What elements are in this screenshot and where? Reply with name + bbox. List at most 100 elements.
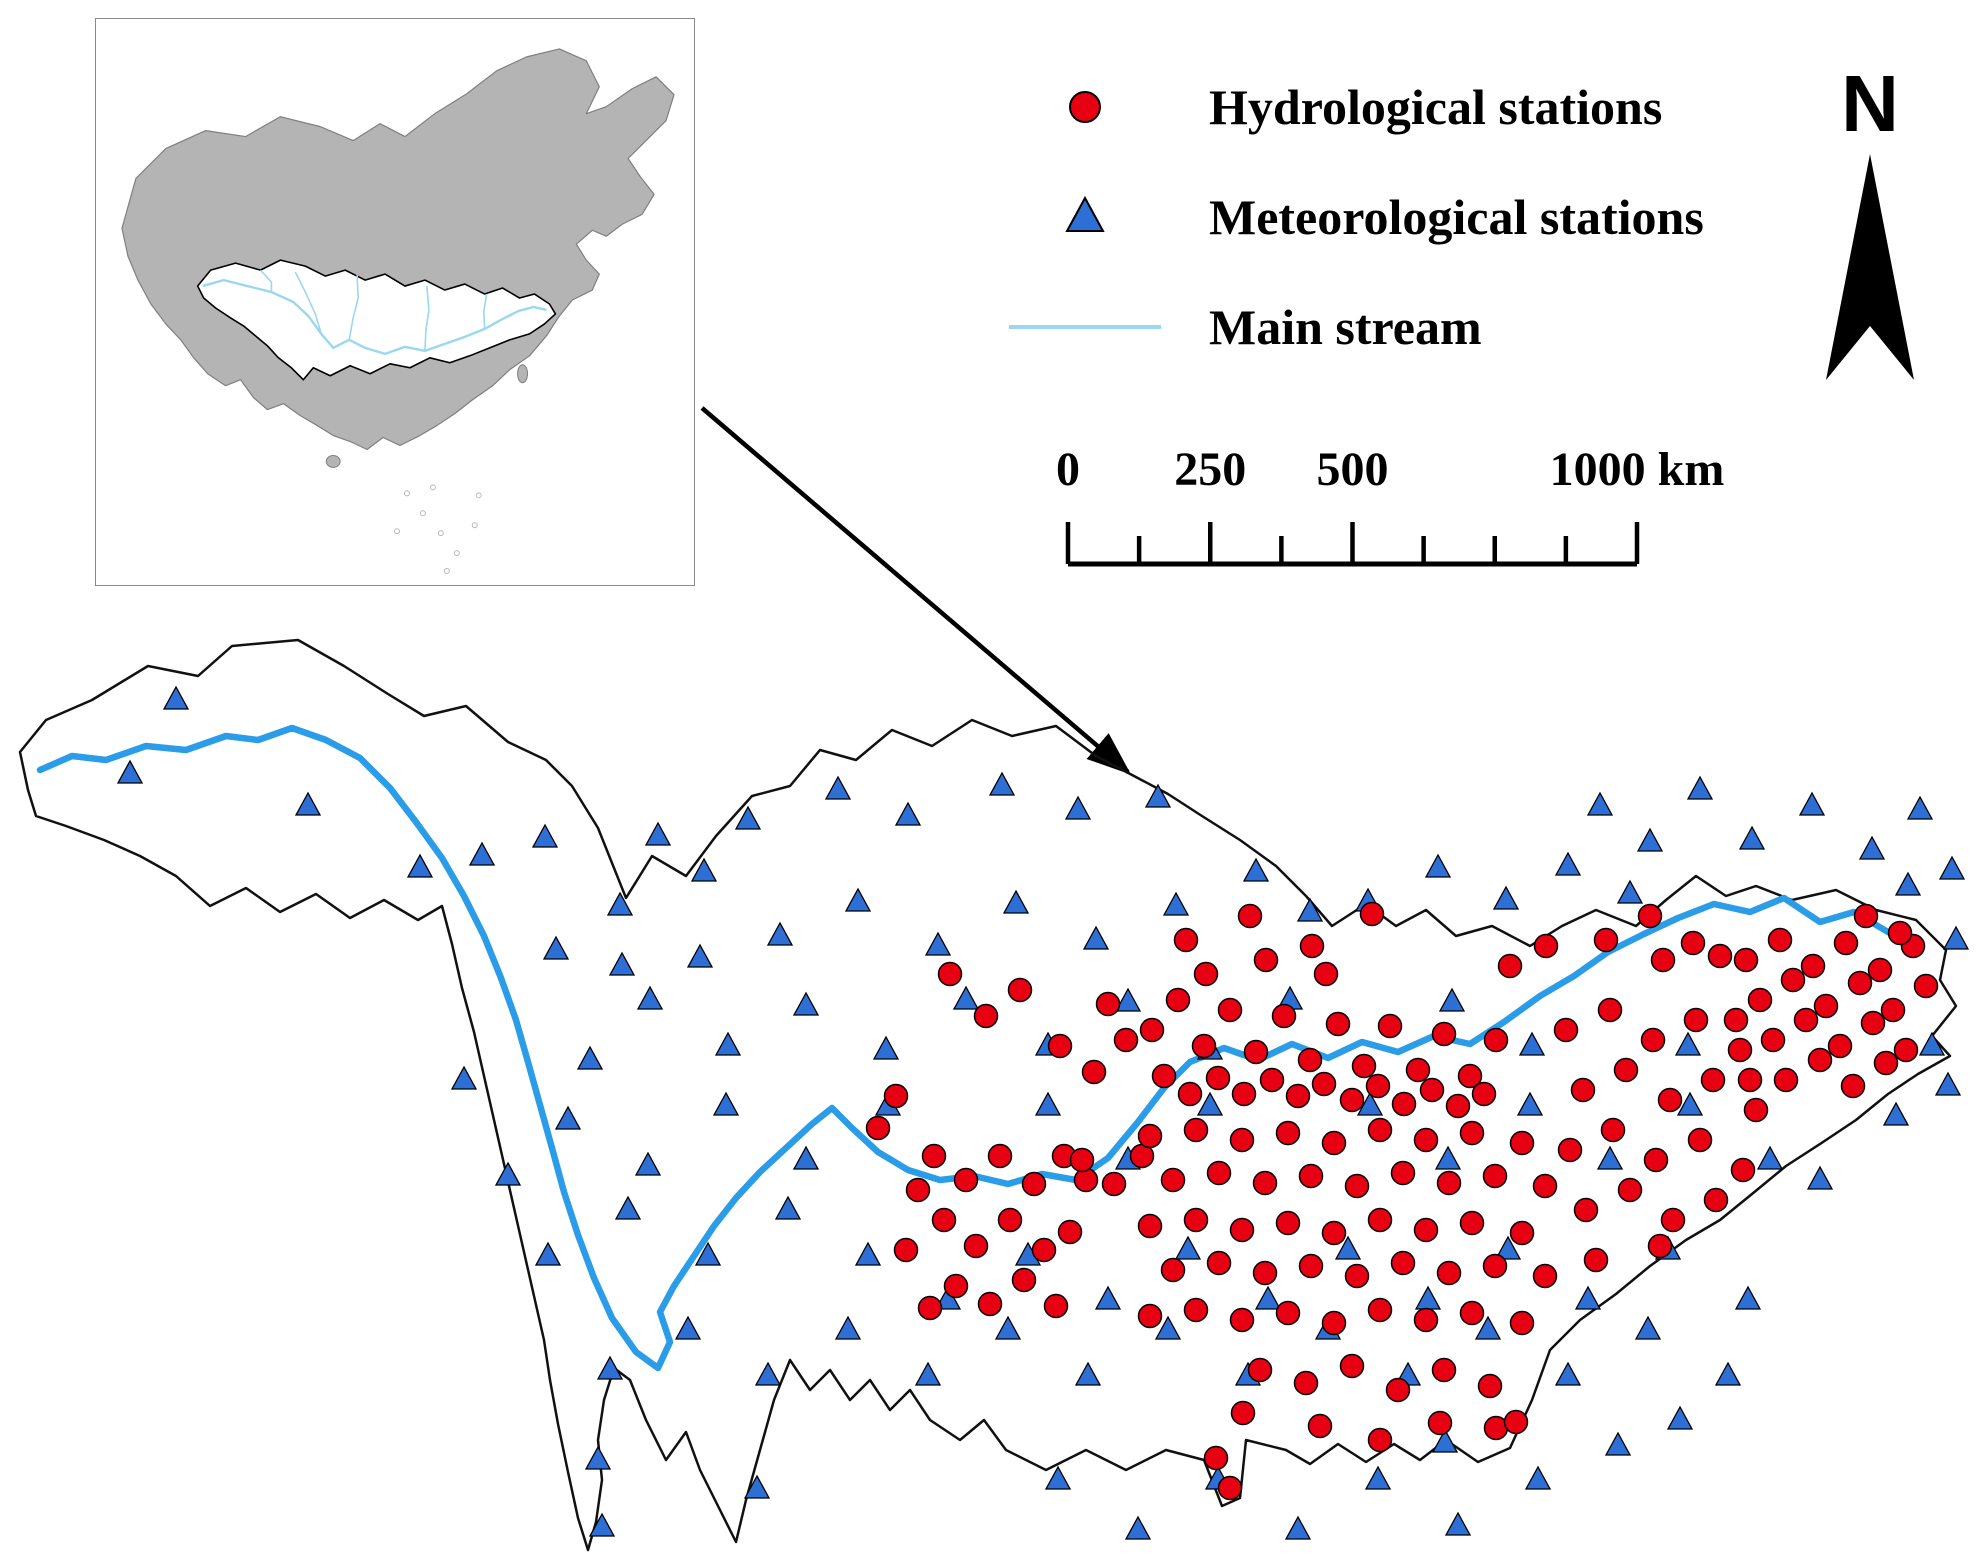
hydrological-station-marker: [1723, 1007, 1749, 1033]
hydrological-station-marker: [1275, 1300, 1301, 1326]
hydrological-station-marker: [997, 1207, 1023, 1233]
hydrological-station-marker: [1807, 1047, 1833, 1073]
meteorological-station-marker: [894, 801, 922, 826]
meteorological-station-marker: [542, 935, 570, 960]
hydrological-station-marker: [1069, 1147, 1095, 1173]
meteorological-station-marker: [1686, 775, 1714, 800]
hydrological-station-marker: [1367, 1297, 1393, 1323]
hydrological-station-marker: [1073, 1167, 1099, 1193]
hydrological-station-marker: [1259, 1067, 1285, 1093]
inset-tributary-line: [482, 293, 488, 329]
hydrological-station-marker: [1101, 1171, 1127, 1197]
hydrological-station-marker: [1509, 1220, 1535, 1246]
hydrological-station-marker: [1457, 1063, 1483, 1089]
hydrological-station-marker: [1459, 1300, 1485, 1326]
hydrological-station-marker: [1873, 1050, 1899, 1076]
hydrological-station-marker: [1081, 1059, 1107, 1085]
hydrological-station-marker: [1477, 1373, 1503, 1399]
meteorological-station-marker: [686, 943, 714, 968]
island-dash: [443, 568, 450, 575]
island-dash: [437, 530, 444, 537]
meteorological-station-marker: [914, 1361, 942, 1386]
meteorological-station-marker: [1676, 1091, 1704, 1116]
hydrological-station-marker: [1683, 1007, 1709, 1033]
meteorological-station-marker: [1604, 1431, 1632, 1456]
meteorological-station-marker: [614, 1195, 642, 1220]
legend-label-meteorological: Meteorological stations: [1209, 189, 1704, 245]
hydrological-station-marker: [1359, 901, 1385, 927]
hydrological-station-marker: [1311, 1071, 1337, 1097]
meteorological-station-marker: [162, 685, 190, 710]
hydrological-station-marker: [1532, 1263, 1558, 1289]
meteorological-station-marker: [952, 985, 980, 1010]
scale-bar: 0 250 500 1000 km: [1038, 442, 1738, 617]
hydrological-station-marker: [1057, 1219, 1083, 1245]
hydrological-station-marker: [1570, 1077, 1596, 1103]
meteorological-station-marker: [1284, 1515, 1312, 1540]
hydrological-station-marker: [1344, 1263, 1370, 1289]
inset-tributary-line: [294, 271, 323, 335]
hydrological-station-marker: [1760, 1027, 1786, 1053]
hydrological-station-marker: [1840, 1073, 1866, 1099]
hydrological-station-marker: [1229, 1307, 1255, 1333]
hydrological-station-marker: [1827, 1033, 1853, 1059]
hydrological-station-marker: [1151, 1063, 1177, 1089]
meteorological-station-marker: [1586, 791, 1614, 816]
meteorological-station-marker: [674, 1315, 702, 1340]
hydrological-station-marker: [1431, 1357, 1457, 1383]
hydrological-station-marker: [1137, 1213, 1163, 1239]
hydrological-station-marker: [1391, 1091, 1417, 1117]
hydrological-station-marker: [1344, 1173, 1370, 1199]
hydrological-station-marker: [1367, 1207, 1393, 1233]
meteorological-station-marker: [1714, 1361, 1742, 1386]
meteorological-station-marker: [1082, 925, 1110, 950]
meteorological-station-marker: [531, 823, 559, 848]
scale-label-250: 250: [1174, 443, 1247, 496]
meteorological-station-marker: [854, 1241, 882, 1266]
hydrological-station-marker: [1193, 961, 1219, 987]
meteorological-station-marker: [1334, 1235, 1362, 1260]
north-label: N: [1841, 59, 1899, 148]
hydrological-station-marker: [1173, 927, 1199, 953]
meteorological-station-marker: [1734, 1285, 1762, 1310]
meteorological-station-marker: [792, 991, 820, 1016]
meteorological-marker-icon: [1002, 187, 1167, 247]
hydrological-station-marker: [1252, 1170, 1278, 1196]
meteorological-station-marker: [988, 771, 1016, 796]
meteorological-station-marker: [1596, 1145, 1624, 1170]
hydrological-station-marker: [1800, 953, 1826, 979]
meteorological-station-marker: [1574, 1285, 1602, 1310]
hydrological-station-marker: [1483, 1027, 1509, 1053]
main-stream-line: [36, 724, 1926, 1372]
meteorological-station-marker: [1524, 1465, 1552, 1490]
meteorological-station-marker: [1431, 1428, 1459, 1453]
hydrological-station-marker: [865, 1115, 891, 1141]
china-inset-map: [95, 18, 695, 586]
hydrological-station-marker: [943, 1273, 969, 1299]
hydrological-station-marker: [1177, 1081, 1203, 1107]
meteorological-station-marker: [1938, 855, 1966, 880]
hydrological-station-marker: [1613, 1057, 1639, 1083]
meteorological-station-marker: [554, 1105, 582, 1130]
island-dash: [475, 492, 482, 499]
meteorological-station-marker: [1296, 897, 1324, 922]
hydrological-station-marker: [1137, 1303, 1163, 1329]
meteorological-station-marker: [588, 1512, 616, 1537]
hydrological-station-marker: [883, 1083, 909, 1109]
north-arrow-icon: [1826, 154, 1914, 380]
hydrological-station-marker: [1427, 1410, 1453, 1436]
meteorological-station-marker: [576, 1045, 604, 1070]
hydrological-station-marker: [1113, 1027, 1139, 1053]
hydrological-station-marker: [1390, 1160, 1416, 1186]
hydrological-station-marker: [1191, 1033, 1217, 1059]
legend-item-main-stream: Main stream: [1002, 272, 1704, 382]
hydrological-station-marker: [1913, 973, 1939, 999]
meteorological-station-marker: [450, 1065, 478, 1090]
hydrological-station-marker: [1557, 1137, 1583, 1163]
hydrological-station-marker: [1880, 997, 1906, 1023]
hydrological-station-marker: [1853, 903, 1879, 929]
meteorological-station-marker: [644, 821, 672, 846]
hydrological-station-marker: [931, 1207, 957, 1233]
hydrological-station-marker: [1095, 991, 1121, 1017]
